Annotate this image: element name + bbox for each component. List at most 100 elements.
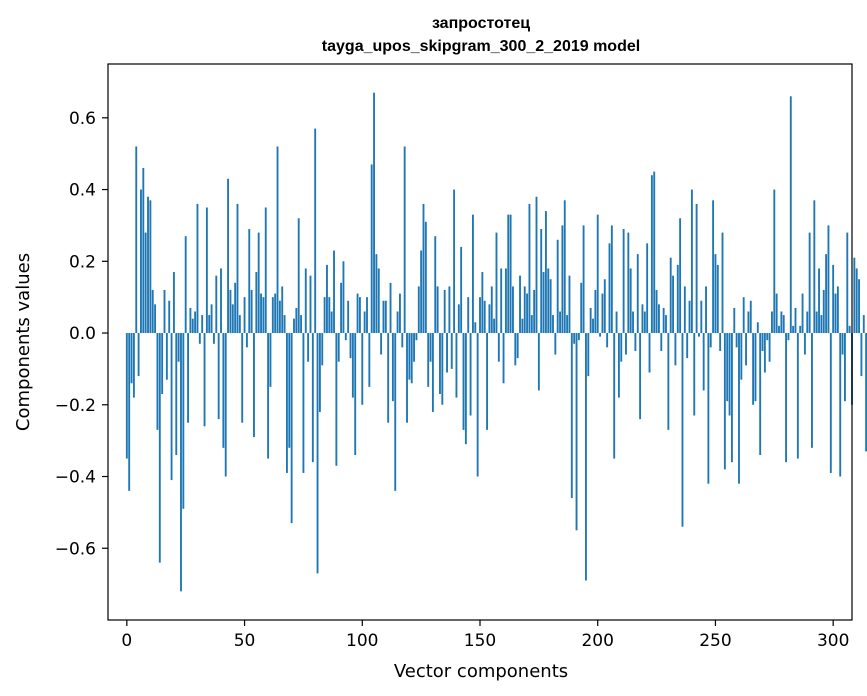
bar-124: [417, 286, 420, 334]
bar-299: [829, 333, 832, 473]
bar-223: [650, 175, 653, 334]
bar-181: [552, 315, 554, 334]
bar-88: [333, 250, 335, 334]
bar-106: [375, 254, 378, 334]
bar-111: [387, 333, 390, 423]
bar-19: [170, 333, 173, 481]
bar-302: [836, 286, 839, 334]
bar-210: [620, 333, 623, 362]
bar-38: [215, 275, 218, 334]
bar-234: [676, 264, 679, 334]
bar-226: [657, 304, 660, 334]
bar-121: [410, 333, 413, 384]
bar-280: [785, 333, 788, 463]
bar-289: [806, 311, 809, 334]
bar-257: [730, 333, 733, 463]
bar-273: [768, 333, 771, 362]
bar-87: [330, 311, 333, 334]
bar-214: [629, 268, 632, 334]
bar-192: [577, 333, 580, 341]
bar-63: [274, 293, 277, 334]
bar-281: [787, 333, 790, 341]
bar-176: [540, 229, 543, 334]
bar-10: [149, 200, 152, 334]
bar-265: [749, 300, 752, 334]
bar-238: [686, 333, 689, 359]
x-tick-label: 250: [699, 631, 731, 651]
bar-283: [792, 325, 795, 334]
bar-162: [507, 214, 510, 334]
bar-39: [217, 333, 220, 420]
bar-241: [693, 333, 696, 416]
bar-105: [373, 92, 375, 334]
bar-94: [347, 300, 350, 334]
bar-219: [641, 304, 644, 334]
bar-23: [180, 333, 182, 592]
bar-155: [490, 286, 493, 334]
bar-158: [497, 333, 500, 362]
bar-128: [427, 333, 430, 387]
bar-215: [632, 311, 634, 334]
bar-145: [467, 297, 470, 334]
bar-193: [580, 282, 583, 334]
bar-107: [377, 268, 380, 334]
bar-157: [495, 232, 498, 334]
bar-229: [665, 315, 667, 334]
bar-286: [799, 325, 802, 334]
bar-45: [231, 304, 234, 334]
bar-310: [855, 268, 858, 334]
bar-153: [486, 333, 488, 430]
bar-295: [820, 315, 823, 334]
bar-120: [408, 333, 411, 380]
bar-217: [636, 254, 639, 334]
bar-152: [483, 300, 486, 334]
bar-221: [646, 243, 649, 334]
bar-69: [288, 333, 291, 448]
bar-96: [351, 333, 354, 398]
bar-44: [229, 289, 232, 334]
y-tick-label: 0.0: [69, 324, 96, 344]
chart-title-line2: tayga_upos_skipgram_300_2_2019 model: [322, 38, 640, 55]
bar-230: [667, 333, 670, 430]
bar-187: [566, 315, 569, 334]
bar-312: [860, 333, 863, 377]
bar-67: [283, 315, 286, 334]
bar-222: [648, 333, 651, 373]
bar-102: [366, 297, 368, 334]
bar-58: [262, 297, 265, 334]
bar-239: [688, 300, 691, 334]
bar-261: [740, 333, 743, 380]
bar-268: [756, 322, 759, 334]
bar-197: [589, 307, 592, 334]
bar-232: [672, 275, 674, 334]
bar-68: [285, 333, 288, 473]
bar-5: [137, 333, 140, 377]
bar-93: [344, 333, 347, 341]
bar-66: [281, 286, 284, 334]
bar-56: [257, 232, 260, 334]
bar-119: [406, 333, 408, 423]
bar-133: [439, 333, 441, 395]
bar-35: [208, 315, 211, 334]
bar-231: [669, 257, 672, 334]
bar-76: [304, 268, 307, 334]
bar-26: [187, 333, 189, 423]
bar-151: [481, 272, 484, 334]
bar-205: [608, 243, 611, 334]
bar-52: [248, 229, 251, 334]
bar-189: [570, 333, 573, 499]
bar-29: [194, 311, 197, 334]
bar-131: [434, 236, 437, 334]
bar-198: [592, 318, 594, 334]
bar-271: [763, 333, 766, 373]
bar-246: [705, 286, 707, 334]
bar-166: [516, 333, 519, 359]
bar-53: [250, 289, 253, 334]
bar-263: [745, 333, 747, 366]
bar-95: [349, 333, 352, 359]
bar-244: [700, 300, 703, 334]
bar-129: [429, 333, 432, 362]
bar-130: [431, 333, 434, 412]
bar-303: [839, 333, 842, 477]
bar-78: [309, 275, 312, 334]
